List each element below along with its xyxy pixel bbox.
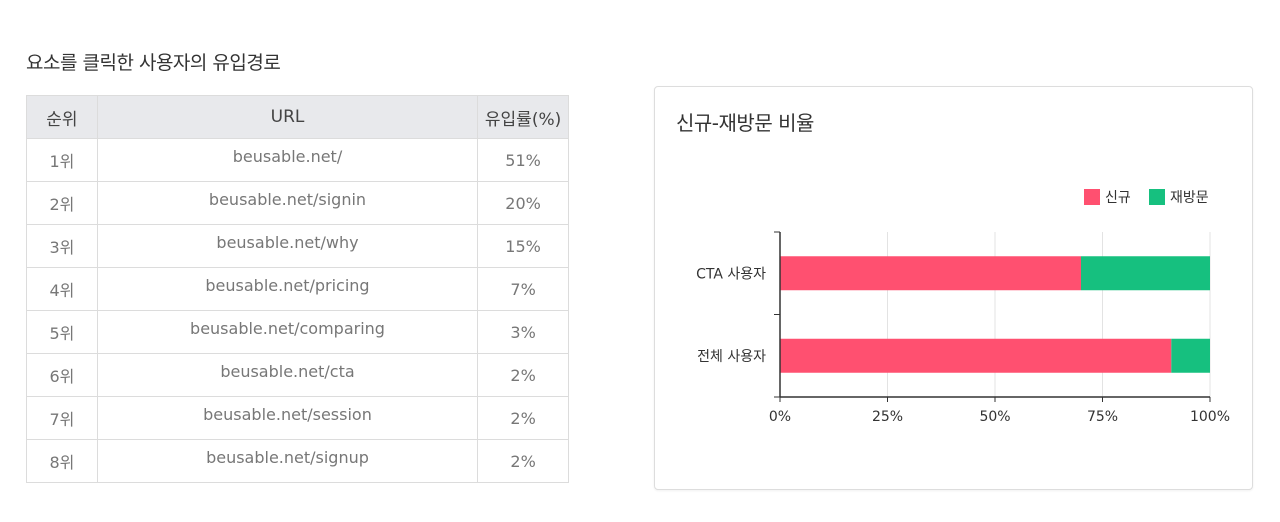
x-tick-label: 25%	[872, 409, 903, 425]
url-cell: beusable.net/why	[96, 224, 479, 268]
rate-cell: 2%	[477, 439, 569, 483]
category-label: 전체 사용자	[697, 349, 766, 365]
table-body: 1위 beusable.net/51% 2위 beusable.net/signin 2…	[26, 138, 569, 483]
url-column-header: URL	[96, 95, 479, 139]
url-cell: beusable.net/comparing	[96, 310, 479, 354]
table-row: 6위 beusable.net/cta 2%	[26, 353, 569, 397]
url-cell: beusable.net/signin	[96, 181, 479, 225]
bar-returning	[1081, 256, 1210, 291]
table-row: 2위 beusable.net/signin 20%	[26, 181, 569, 225]
rate-column-header: 유입률(%)	[477, 95, 569, 139]
chart-title: 신규-재방문 비율	[676, 111, 814, 135]
rate-cell: 3%	[477, 310, 569, 354]
url-cell: beusable.net/cta	[96, 353, 479, 397]
table-row: 4위 beusable.net/pricing 7%	[26, 267, 569, 311]
rate-cell: 51%	[477, 138, 569, 182]
x-tick-label: 100%	[1190, 409, 1230, 425]
rank-cell: 4위	[26, 267, 98, 311]
x-tick-label: 75%	[1087, 409, 1118, 425]
rank-column-header: 순위	[26, 95, 98, 139]
legend-label-returning: 재방문	[1170, 190, 1209, 206]
x-tick-label: 50%	[979, 409, 1010, 425]
rank-cell: 3위	[26, 224, 98, 268]
rank-cell: 6위	[26, 353, 98, 397]
table-header-row: 순위 URL 유입률(%)	[26, 95, 569, 139]
category-label: CTA 사용자	[696, 266, 766, 282]
rank-cell: 7위	[26, 396, 98, 440]
url-cell: beusable.net/session	[96, 396, 479, 440]
legend-swatch-new	[1084, 189, 1100, 205]
bar-new	[780, 338, 1172, 373]
referral-table: 순위 URL 유입률(%) 1위 beusable.net/51% 2위 beusab…	[26, 95, 569, 483]
table-row: 7위 beusable.net/session 2%	[26, 396, 569, 440]
rate-cell: 2%	[477, 353, 569, 397]
table-row: 5위 beusable.net/comparing 3%	[26, 310, 569, 354]
table-row: 1위 beusable.net/51%	[26, 138, 569, 182]
rank-cell: 8위	[26, 439, 98, 483]
rank-cell: 5위	[26, 310, 98, 354]
url-cell: beusable.net/pricing	[96, 267, 479, 311]
legend-swatch-returning	[1149, 189, 1165, 205]
table-row: 8위 beusable.net/signup 2%	[26, 439, 569, 483]
rate-cell: 7%	[477, 267, 569, 311]
url-cell: beusable.net/signup	[96, 439, 479, 483]
bar-returning	[1171, 338, 1210, 373]
table-row: 3위 beusable.net/why 15%	[26, 224, 569, 268]
section-title: 요소를 클릭한 사용자의 유입경로	[26, 52, 281, 74]
rank-cell: 1위	[26, 138, 98, 182]
rate-cell: 20%	[477, 181, 569, 225]
rank-cell: 2위	[26, 181, 98, 225]
url-cell: beusable.net/	[96, 138, 479, 182]
legend-label-new: 신규	[1105, 190, 1131, 206]
bar-new	[780, 256, 1081, 291]
rate-cell: 15%	[477, 224, 569, 268]
x-tick-label: 0%	[769, 409, 791, 425]
rate-cell: 2%	[477, 396, 569, 440]
